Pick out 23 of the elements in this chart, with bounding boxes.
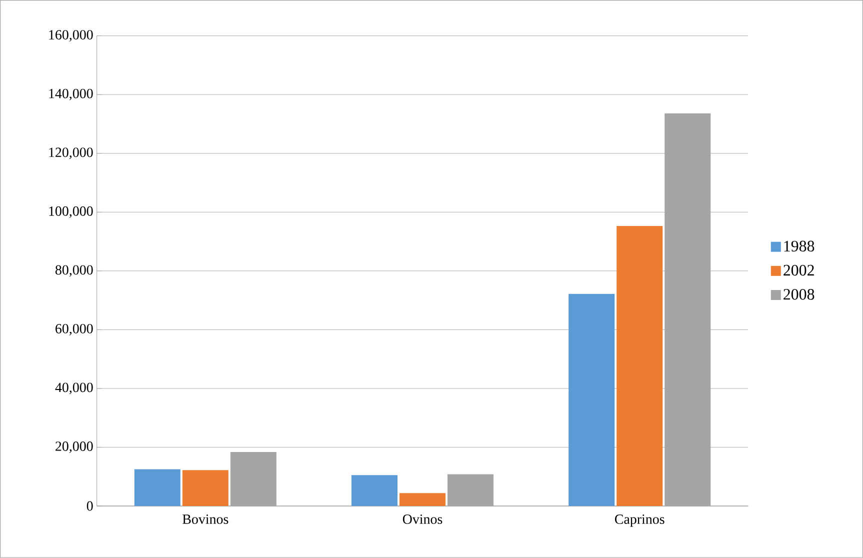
legend-label: 2008 (784, 289, 814, 300)
bar (399, 493, 446, 506)
y-tick-label: 160,000 (49, 30, 93, 42)
bar (616, 226, 663, 506)
bar (182, 470, 228, 506)
legend-label: 2002 (784, 264, 814, 276)
y-tick-label: 80,000 (55, 265, 93, 277)
bar (568, 294, 615, 506)
x-tick-label: Ovinos (402, 514, 442, 524)
y-tick-label: 120,000 (49, 148, 93, 160)
y-tick-label: 40,000 (55, 382, 93, 394)
y-tick-label: 100,000 (49, 206, 93, 218)
y-tick-label: 140,000 (49, 88, 93, 100)
bar (230, 452, 276, 506)
bar (448, 474, 494, 506)
x-tick-label: Caprinos (614, 514, 664, 527)
legend-label: 1988 (784, 240, 814, 252)
y-tick-label: 20,000 (56, 442, 93, 454)
x-tick-label: Bovinos (182, 514, 228, 524)
bar (351, 475, 398, 506)
bar (134, 469, 180, 506)
y-tick-label: 60,000 (56, 324, 93, 336)
y-tick-label: 0 (86, 501, 93, 511)
